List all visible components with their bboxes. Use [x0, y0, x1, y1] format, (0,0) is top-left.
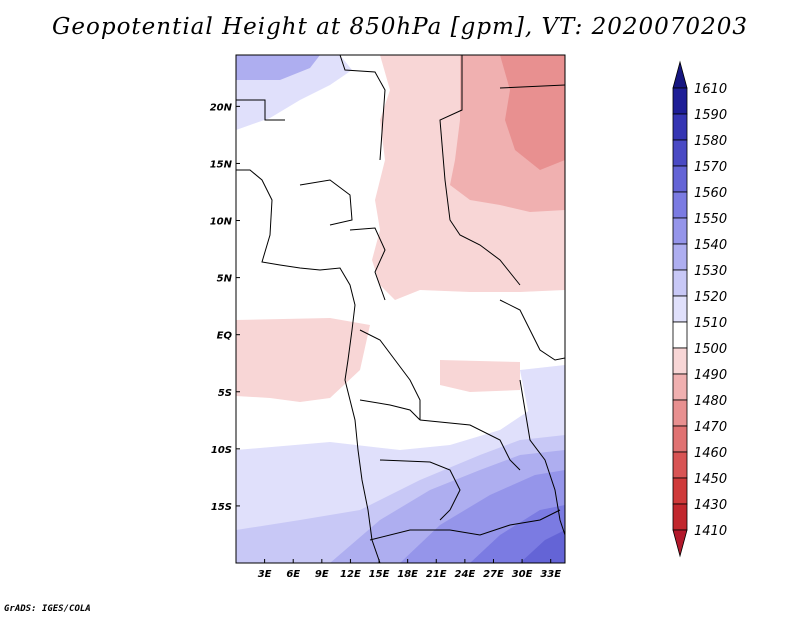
y-tick-label: 20N [210, 102, 233, 113]
field-region-south-blue6 [520, 530, 565, 563]
y-tick-label: 15N [210, 159, 233, 170]
colorbar-segment [672, 217, 688, 245]
colorbar-label: 1460 [694, 446, 727, 461]
colorbar-label: 1550 [694, 212, 727, 227]
field-region-ne-darkred [500, 55, 565, 170]
colorbar-segment [672, 87, 688, 115]
field-region-east-blue [520, 365, 565, 420]
colorbar-label: 1510 [694, 316, 727, 331]
colorbar-label: 1480 [694, 394, 727, 409]
colorbar-label: 1470 [694, 420, 727, 435]
colorbar-segment [672, 269, 688, 297]
colorbar-label: 1500 [694, 342, 727, 357]
colorbar-label: 1610 [694, 82, 727, 97]
field-region-congo-pink [440, 360, 520, 392]
colorbar-segment [672, 503, 688, 531]
colorbar-segment [672, 321, 688, 349]
x-tick-label: 15E [369, 569, 390, 580]
y-tick-label: 10N [210, 217, 233, 228]
x-tick-label: 24E [454, 569, 475, 580]
colorbar-label: 1570 [694, 160, 727, 175]
colorbar-segment [672, 347, 688, 375]
colorbar-bottom-arrow [672, 529, 688, 558]
field-region-nw-blue-inner [236, 55, 320, 80]
x-tick-label: 33E [540, 569, 561, 580]
colorbar-label: 1490 [694, 368, 727, 383]
colorbar-label: 1410 [694, 524, 727, 539]
field-region-gulf-pink [236, 318, 370, 402]
colorbar-segment [672, 295, 688, 323]
colorbar-segment [672, 451, 688, 479]
colorbar-segment [672, 425, 688, 453]
colorbar-segment [672, 477, 688, 505]
x-axis: 3E 6E 9E 12E 15E 18E 21E 24E 27E 30E 33E [258, 559, 561, 580]
grads-credit: GrADS: IGES/COLA [4, 604, 91, 614]
y-tick-label: 15S [211, 502, 232, 513]
x-tick-label: 27E [483, 569, 504, 580]
colorbar-label: 1590 [694, 108, 727, 123]
map-field [236, 55, 565, 563]
colorbar-label: 1450 [694, 472, 727, 487]
colorbar-segment [672, 399, 688, 427]
x-tick-label: 6E [286, 569, 300, 580]
x-tick-label: 30E [512, 569, 533, 580]
colorbar-top-arrow [672, 60, 688, 89]
colorbar-segment [672, 139, 688, 167]
y-axis: 20N 15N 10N 5N EQ 5S 10S 15S [210, 102, 240, 513]
x-tick-label: 21E [426, 569, 447, 580]
x-tick-label: 12E [340, 569, 361, 580]
x-tick-label: 18E [397, 569, 418, 580]
colorbar-segment [672, 191, 688, 219]
x-tick-label: 9E [315, 569, 329, 580]
colorbar-label: 1540 [694, 238, 727, 253]
colorbar-segment [672, 243, 688, 271]
colorbar-segment [672, 373, 688, 401]
colorbar-label: 1560 [694, 186, 727, 201]
colorbar-segment [672, 113, 688, 141]
plot-frame [235, 54, 566, 564]
y-tick-label: 5N [217, 274, 233, 285]
colorbar-label: 1430 [694, 498, 727, 513]
colorbar-label: 1530 [694, 264, 727, 279]
y-tick-label: 10S [211, 445, 232, 456]
colorbar-label: 1580 [694, 134, 727, 149]
chart-title: Geopotential Height at 850hPa [gpm], VT:… [52, 14, 748, 40]
y-tick-label: 5S [218, 388, 232, 399]
colorbar-label: 1520 [694, 290, 727, 305]
coastlines [236, 55, 565, 563]
y-tick-label: EQ [217, 331, 233, 342]
x-tick-label: 3E [258, 569, 272, 580]
colorbar: 1610 1590 1580 1570 1560 1550 1540 1530 1520 1510… [672, 60, 727, 558]
colorbar-segment [672, 165, 688, 193]
